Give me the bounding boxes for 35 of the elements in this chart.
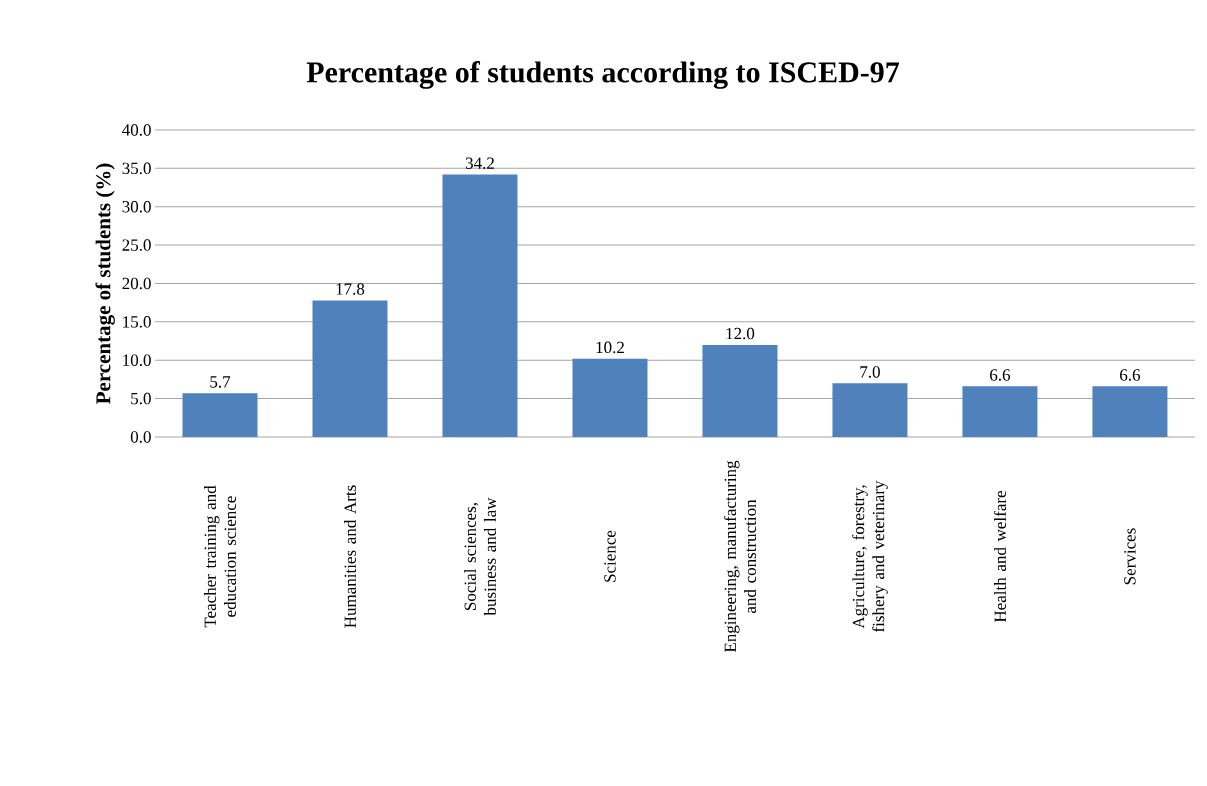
x-tick-label: Services	[1124, 528, 1136, 585]
data-label: 34.2	[465, 157, 494, 169]
data-label: 5.7	[210, 376, 231, 388]
x-tick-label: Social sciences, business and law	[464, 497, 496, 616]
y-tick-label: 10.0	[123, 354, 151, 367]
x-tick-label: Health and welfare	[993, 491, 1007, 623]
bar	[442, 174, 518, 437]
bar	[1092, 386, 1168, 437]
x-tick-label: Humanities and Arts	[344, 485, 356, 628]
data-label: 6.6	[990, 369, 1011, 381]
y-tick-label: 20.0	[122, 277, 151, 290]
bar	[962, 386, 1038, 437]
data-label: 10.2	[596, 341, 624, 354]
y-tick-label: 30.0	[122, 200, 151, 213]
data-label: 6.6	[1120, 369, 1141, 381]
y-tick-label: 40.0	[122, 124, 151, 136]
bar	[572, 358, 648, 437]
x-tick-label: Teacher training and education science	[204, 485, 236, 628]
y-tick-label: 0.0	[130, 431, 151, 443]
chart-title: Percentage of students according to ISCED-97	[306, 61, 900, 89]
x-tick-label: Agriculture, forestry, fishery and veterinary	[852, 480, 888, 632]
y-axis-title: Percentage of students (%)	[95, 163, 115, 404]
bar	[182, 393, 258, 437]
data-label: 12.0	[726, 327, 755, 340]
x-tick-label: Engineering, manufacturing and construction	[723, 460, 757, 653]
y-tick-label: 5.0	[131, 392, 151, 405]
data-label: 7.0	[860, 366, 880, 378]
bar	[312, 300, 388, 437]
bar	[832, 383, 908, 437]
bar	[702, 344, 778, 437]
data-label: 17.8	[336, 283, 365, 295]
y-tick-label: 25.0	[122, 239, 151, 251]
y-tick-label: 15.0	[123, 316, 151, 328]
y-tick-label: 35.0	[122, 162, 151, 175]
x-tick-label: Science	[604, 530, 616, 582]
